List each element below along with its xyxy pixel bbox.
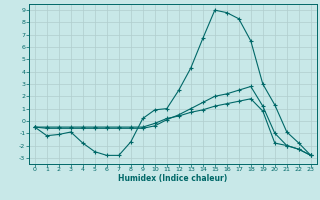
X-axis label: Humidex (Indice chaleur): Humidex (Indice chaleur) — [118, 174, 228, 183]
